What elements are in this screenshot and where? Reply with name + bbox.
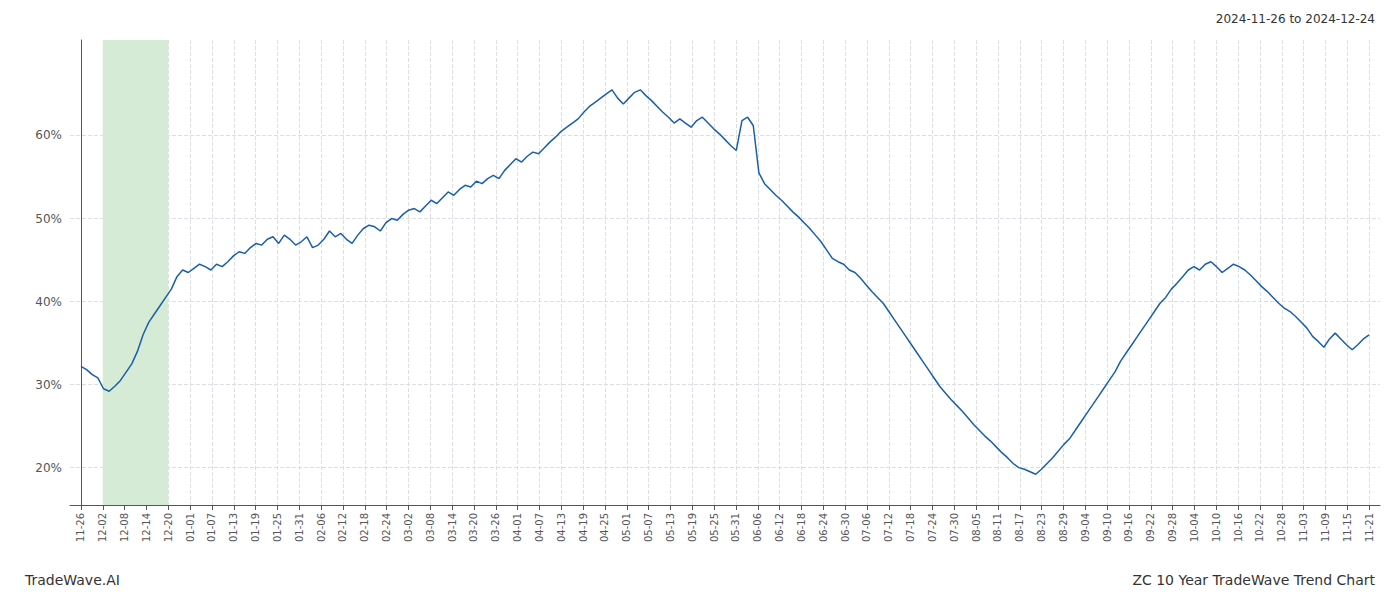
svg-text:TradeWave.AI: TradeWave.AI (24, 572, 120, 588)
svg-text:07-06: 07-06 (861, 513, 872, 542)
svg-text:05-13: 05-13 (665, 513, 676, 542)
svg-text:10-22: 10-22 (1254, 513, 1265, 542)
svg-text:03-08: 03-08 (425, 513, 436, 542)
svg-text:08-11: 08-11 (992, 513, 1003, 542)
svg-text:10-10: 10-10 (1211, 513, 1222, 542)
svg-text:30%: 30% (35, 378, 62, 392)
svg-text:01-07: 01-07 (206, 513, 217, 542)
svg-text:12-02: 12-02 (97, 513, 108, 542)
svg-text:02-18: 02-18 (359, 513, 370, 542)
svg-text:09-28: 09-28 (1167, 513, 1178, 542)
svg-text:20%: 20% (35, 461, 62, 475)
svg-text:01-01: 01-01 (185, 513, 196, 542)
svg-text:06-06: 06-06 (752, 513, 763, 542)
svg-text:07-24: 07-24 (927, 513, 938, 542)
svg-text:04-13: 04-13 (556, 513, 567, 542)
svg-text:02-06: 02-06 (316, 513, 327, 542)
svg-text:08-29: 08-29 (1058, 513, 1069, 542)
svg-text:06-12: 06-12 (774, 513, 785, 542)
svg-text:11-21: 11-21 (1364, 513, 1375, 542)
svg-text:01-13: 01-13 (228, 513, 239, 542)
svg-text:11-26: 11-26 (75, 513, 86, 542)
svg-text:10-16: 10-16 (1233, 513, 1244, 542)
svg-text:09-10: 09-10 (1102, 513, 1113, 542)
svg-text:2024-11-26 to 2024-12-24: 2024-11-26 to 2024-12-24 (1216, 12, 1375, 26)
svg-text:05-31: 05-31 (730, 513, 741, 542)
svg-text:ZC 10 Year TradeWave Trend Cha: ZC 10 Year TradeWave Trend Chart (1132, 572, 1375, 588)
svg-text:60%: 60% (35, 128, 62, 142)
svg-text:10-04: 10-04 (1189, 513, 1200, 542)
svg-text:05-01: 05-01 (621, 513, 632, 542)
svg-text:04-07: 04-07 (534, 513, 545, 542)
svg-text:11-15: 11-15 (1342, 513, 1353, 542)
svg-text:01-25: 01-25 (272, 513, 283, 542)
svg-text:05-19: 05-19 (687, 513, 698, 542)
svg-text:03-14: 03-14 (447, 513, 458, 542)
svg-text:08-23: 08-23 (1036, 513, 1047, 542)
svg-text:05-07: 05-07 (643, 513, 654, 542)
svg-text:11-03: 11-03 (1298, 513, 1309, 542)
svg-text:09-04: 09-04 (1080, 513, 1091, 542)
svg-text:06-24: 06-24 (818, 513, 829, 542)
svg-text:02-12: 02-12 (337, 513, 348, 542)
svg-text:50%: 50% (35, 212, 62, 226)
svg-text:03-26: 03-26 (490, 513, 501, 542)
svg-text:40%: 40% (35, 295, 62, 309)
svg-text:05-25: 05-25 (709, 513, 720, 542)
svg-text:12-14: 12-14 (141, 513, 152, 542)
svg-text:03-20: 03-20 (468, 513, 479, 542)
svg-text:07-18: 07-18 (905, 513, 916, 542)
svg-text:04-25: 04-25 (599, 513, 610, 542)
svg-text:08-05: 08-05 (971, 513, 982, 542)
svg-text:12-08: 12-08 (119, 513, 130, 542)
svg-text:12-20: 12-20 (163, 513, 174, 542)
svg-text:10-28: 10-28 (1276, 513, 1287, 542)
svg-text:04-19: 04-19 (578, 513, 589, 542)
svg-text:09-16: 09-16 (1123, 513, 1134, 542)
svg-text:06-18: 06-18 (796, 513, 807, 542)
svg-text:09-22: 09-22 (1145, 513, 1156, 542)
svg-text:02-24: 02-24 (381, 513, 392, 542)
svg-text:04-01: 04-01 (512, 513, 523, 542)
svg-text:07-30: 07-30 (949, 513, 960, 542)
svg-text:01-19: 01-19 (250, 513, 261, 542)
svg-text:11-09: 11-09 (1320, 513, 1331, 542)
svg-text:06-30: 06-30 (840, 513, 851, 542)
svg-text:07-12: 07-12 (883, 513, 894, 542)
svg-text:08-17: 08-17 (1014, 513, 1025, 542)
svg-text:03-02: 03-02 (403, 513, 414, 542)
svg-text:01-31: 01-31 (294, 513, 305, 542)
